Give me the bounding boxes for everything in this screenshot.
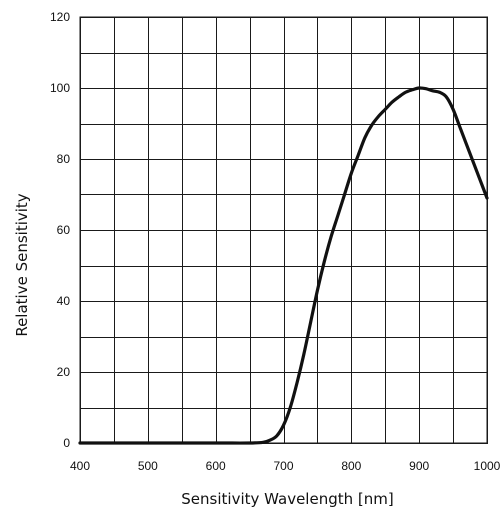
y-tick-label: 80 <box>57 152 71 166</box>
x-tick-label: 1000 <box>474 459 501 473</box>
grid-lines <box>80 17 487 443</box>
y-tick-label: 0 <box>63 436 70 450</box>
sensitivity-curve <box>78 86 489 445</box>
x-tick-label: 600 <box>206 459 226 473</box>
plot-area-frame <box>79 16 488 444</box>
x-tick-label: 900 <box>409 459 429 473</box>
y-tick-label: 120 <box>50 10 70 24</box>
y-tick-label: 100 <box>50 81 70 95</box>
x-axis-ticks: 400 500 600 700 800 900 1000 <box>70 459 501 473</box>
x-axis-label: Sensitivity Wavelength [nm] <box>181 490 393 508</box>
y-tick-label: 20 <box>57 365 71 379</box>
x-tick-label: 700 <box>273 459 293 473</box>
x-tick-label: 500 <box>138 459 158 473</box>
x-tick-label: 400 <box>70 459 90 473</box>
y-axis-label: Relative Sensitivity <box>13 193 31 336</box>
x-tick-label: 800 <box>341 459 361 473</box>
y-tick-label: 60 <box>57 223 71 237</box>
y-axis-ticks: 0 20 40 60 80 100 120 <box>50 10 70 450</box>
y-tick-label: 40 <box>57 294 71 308</box>
